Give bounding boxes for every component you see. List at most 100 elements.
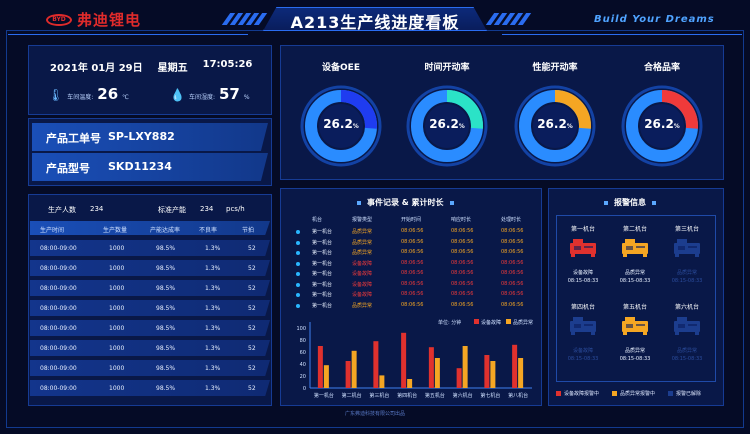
model-label: 产品型号	[46, 162, 90, 175]
event-cell: 第一机台	[312, 302, 333, 309]
bar-quality	[379, 375, 385, 388]
gauge-ring	[621, 85, 703, 167]
event-cell: 08:06:56	[501, 291, 524, 297]
event-row[interactable]: 第一机台 设备故障 08:06:56 08:06:56 08:06:56	[296, 259, 528, 269]
event-cell: 08:06:56	[451, 270, 474, 276]
event-cell: 08:06:56	[451, 249, 474, 255]
legend-label: 品质异常	[513, 319, 533, 326]
table-row[interactable]	[30, 260, 270, 276]
y-tick-label: 100	[296, 326, 306, 332]
temperature-readout: 🌡 车间温度: 26 ℃	[48, 85, 129, 103]
capacity-value: 234	[200, 205, 214, 213]
event-cell: 08:06:56	[451, 259, 474, 266]
alarms-panel	[548, 188, 724, 406]
order-value: SP-LXY882	[108, 130, 175, 143]
title-square-icon	[357, 200, 361, 205]
table-cell: 1.3%	[205, 305, 221, 312]
gauge-number: 26.2	[644, 117, 674, 131]
column-header: 生产数量	[103, 227, 128, 234]
table-cell: 1.3%	[205, 385, 221, 392]
slogan: Build Your Dreams	[594, 14, 715, 25]
datetime-panel	[28, 45, 272, 115]
gauge-number: 26.2	[429, 117, 459, 131]
event-cell: 08:06:56	[501, 280, 524, 287]
event-bullet-icon	[296, 240, 300, 245]
gauge-center	[533, 104, 577, 148]
table-cell: 08:00-09:00	[40, 325, 77, 332]
gauge-unit: %	[566, 123, 573, 130]
alarm-status: 设备故障	[572, 270, 593, 276]
event-bullet-icon	[296, 282, 300, 287]
gauge-unit: %	[458, 123, 465, 130]
legend-label: 设备故障	[481, 319, 501, 326]
event-cell: 08:06:56	[451, 238, 474, 245]
event-cell: 设备故障	[352, 292, 373, 298]
alarm-machine-name: 第四机台	[570, 304, 595, 311]
machine-icon[interactable]	[672, 238, 702, 258]
event-row[interactable]: 第一机台 品质异常 08:06:56 08:06:56 08:06:56	[296, 227, 528, 237]
table-cell: 08:00-09:00	[40, 385, 77, 392]
table-row[interactable]	[30, 240, 270, 256]
machine-icon[interactable]	[568, 316, 598, 336]
event-cell: 08:06:56	[451, 228, 474, 234]
events-column-header: 响应时长	[451, 217, 472, 223]
event-row[interactable]: 第一机台 品质异常 08:06:56 08:06:56 08:06:56	[296, 238, 528, 248]
temperature-value: 26	[97, 85, 119, 103]
alarm-time: 08:15-08:33	[671, 356, 703, 362]
table-cell: 1000	[109, 345, 125, 352]
gauge-title: 设备OEE	[322, 63, 360, 73]
event-row[interactable]: 第一机台 设备故障 08:06:56 08:06:56 08:06:56	[296, 290, 528, 300]
event-row[interactable]: 第一机台 品质异常 08:06:56 08:06:56 08:06:56	[296, 301, 528, 311]
table-cell: 1000	[109, 285, 125, 292]
people-label: 生产人数	[48, 206, 76, 214]
y-tick-label: 80	[300, 338, 306, 344]
event-cell: 品质异常	[352, 229, 373, 235]
machine-icon[interactable]	[568, 238, 598, 258]
gauge-outer-ring	[514, 85, 596, 167]
table-row[interactable]	[30, 280, 270, 296]
event-cell: 第一机台	[312, 260, 333, 267]
gauge-ring	[406, 85, 488, 167]
gauge-title: 合格品率	[643, 63, 680, 73]
event-cell: 第一机台	[312, 292, 333, 298]
event-cell: 08:06:56	[401, 270, 424, 276]
legend-swatch	[556, 391, 561, 396]
event-cell: 08:06:56	[451, 301, 474, 308]
thermometer-icon: 🌡	[48, 88, 64, 102]
title-square-icon	[604, 200, 608, 205]
machine-icon[interactable]	[620, 238, 650, 258]
alarm-time: 08:15-08:33	[619, 278, 651, 284]
table-row[interactable]	[30, 380, 270, 396]
table-cell: 98.5%	[156, 305, 176, 312]
alarm-legend-item: 设备故障报警中	[556, 390, 599, 397]
event-cell: 设备故障	[352, 260, 373, 267]
table-row[interactable]	[30, 340, 270, 356]
legend-swatch	[668, 391, 673, 396]
gauge-unit: %	[352, 123, 359, 130]
gauge-value-arc	[519, 90, 591, 162]
alarm-status: 品质异常	[624, 348, 645, 354]
table-row[interactable]	[30, 300, 270, 316]
legend-swatch	[612, 391, 617, 396]
column-header: 产能达成率	[150, 227, 181, 234]
events-column-header: 开始时间	[401, 217, 422, 223]
event-bullet-icon	[296, 293, 300, 297]
event-row[interactable]: 第一机台 设备故障 08:06:56 08:06:56 08:06:56	[296, 280, 528, 290]
table-cell: 98.5%	[156, 265, 176, 272]
event-cell: 08:06:56	[501, 249, 524, 255]
event-row[interactable]: 第一机台 设备故障 08:06:56 08:06:56 08:06:56	[296, 269, 528, 279]
capacity-unit: pcs/h	[226, 205, 245, 213]
event-cell: 第一机台	[312, 250, 333, 256]
people-value: 234	[90, 205, 104, 213]
event-row[interactable]: 第一机台 品质异常 08:06:56 08:06:56 08:06:56	[296, 248, 528, 258]
bar-quality	[434, 358, 440, 388]
alarm-machine-name: 第二机台	[622, 226, 647, 233]
gauge-value-arc	[411, 90, 483, 162]
event-bullet-icon	[296, 303, 300, 308]
table-row[interactable]	[30, 360, 270, 376]
machine-icon[interactable]	[620, 316, 650, 336]
table-row[interactable]	[30, 320, 270, 336]
x-tick-label: 第四机台	[397, 392, 417, 399]
table-cell: 1.3%	[205, 365, 221, 372]
machine-icon[interactable]	[672, 316, 702, 336]
